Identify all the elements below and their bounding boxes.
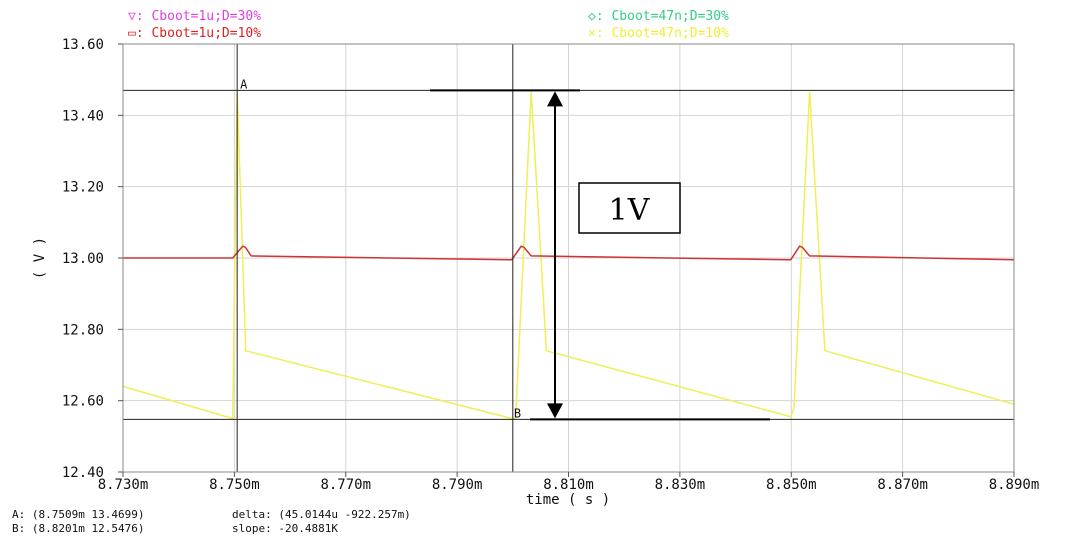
cursor-label: B (514, 406, 521, 420)
series-line (123, 245, 1015, 261)
cursor-label: A (240, 77, 248, 91)
annotation-arrow-head-down (547, 403, 563, 419)
readout-slope: slope: -20.4881K (232, 522, 338, 535)
readout-b: B: (8.8201m 12.5476) (12, 522, 144, 535)
x-tick-label: 8.870m (877, 477, 928, 493)
y-tick-label: 13.20 (62, 180, 104, 196)
readout-delta: delta: (45.0144u -922.257m) (232, 508, 411, 521)
y-axis-title: ( V ) (32, 237, 48, 279)
readout-a: A: (8.7509m 13.4699) (12, 508, 144, 521)
y-tick-label: 13.00 (62, 251, 104, 267)
x-tick-label: 8.890m (989, 477, 1040, 493)
x-tick-label: 8.730m (98, 477, 149, 493)
x-tick-label: 8.810m (543, 477, 594, 493)
series-line (122, 91, 1015, 420)
annotation-arrow-head-up (547, 91, 563, 107)
y-tick-label: 12.40 (62, 465, 104, 481)
x-tick-label: 8.790m (432, 477, 483, 493)
annotation-box (578, 182, 681, 234)
cursor-readout: A: (8.7509m 13.4699) B: (8.8201m 12.5476… (12, 508, 411, 535)
legend: ▽: Cboot=1u;D=30% ▭: Cboot=1u;D=10% ◇: Cbo… (128, 9, 729, 41)
legend-entry: ◇: Cboot=47n;D=30% (588, 9, 729, 24)
y-tick-label: 12.60 (62, 394, 104, 410)
x-tick-label: 8.770m (320, 477, 371, 493)
x-tick-label: 8.830m (655, 477, 706, 493)
legend-entry: ×: Cboot=47n;D=10% (588, 26, 729, 41)
x-tick-label: 8.850m (766, 477, 817, 493)
y-tick-label: 13.40 (62, 108, 104, 124)
y-tick-label: 13.60 (62, 37, 104, 53)
y-tick-label: 12.80 (62, 322, 104, 338)
annotation-label: 1V (609, 193, 651, 228)
legend-entry: ▽: Cboot=1u;D=30% (128, 9, 261, 24)
x-axis-title: time ( s ) (526, 492, 610, 508)
legend-entry: ▭: Cboot=1u;D=10% (128, 26, 261, 41)
axes: 8.730m 8.750m 8.770m 8.790m 8.810m 8.830m 8.85… (62, 37, 1039, 493)
series-layer (122, 91, 1015, 420)
x-tick-label: 8.750m (209, 477, 260, 493)
annotation: 1V (430, 89, 770, 421)
